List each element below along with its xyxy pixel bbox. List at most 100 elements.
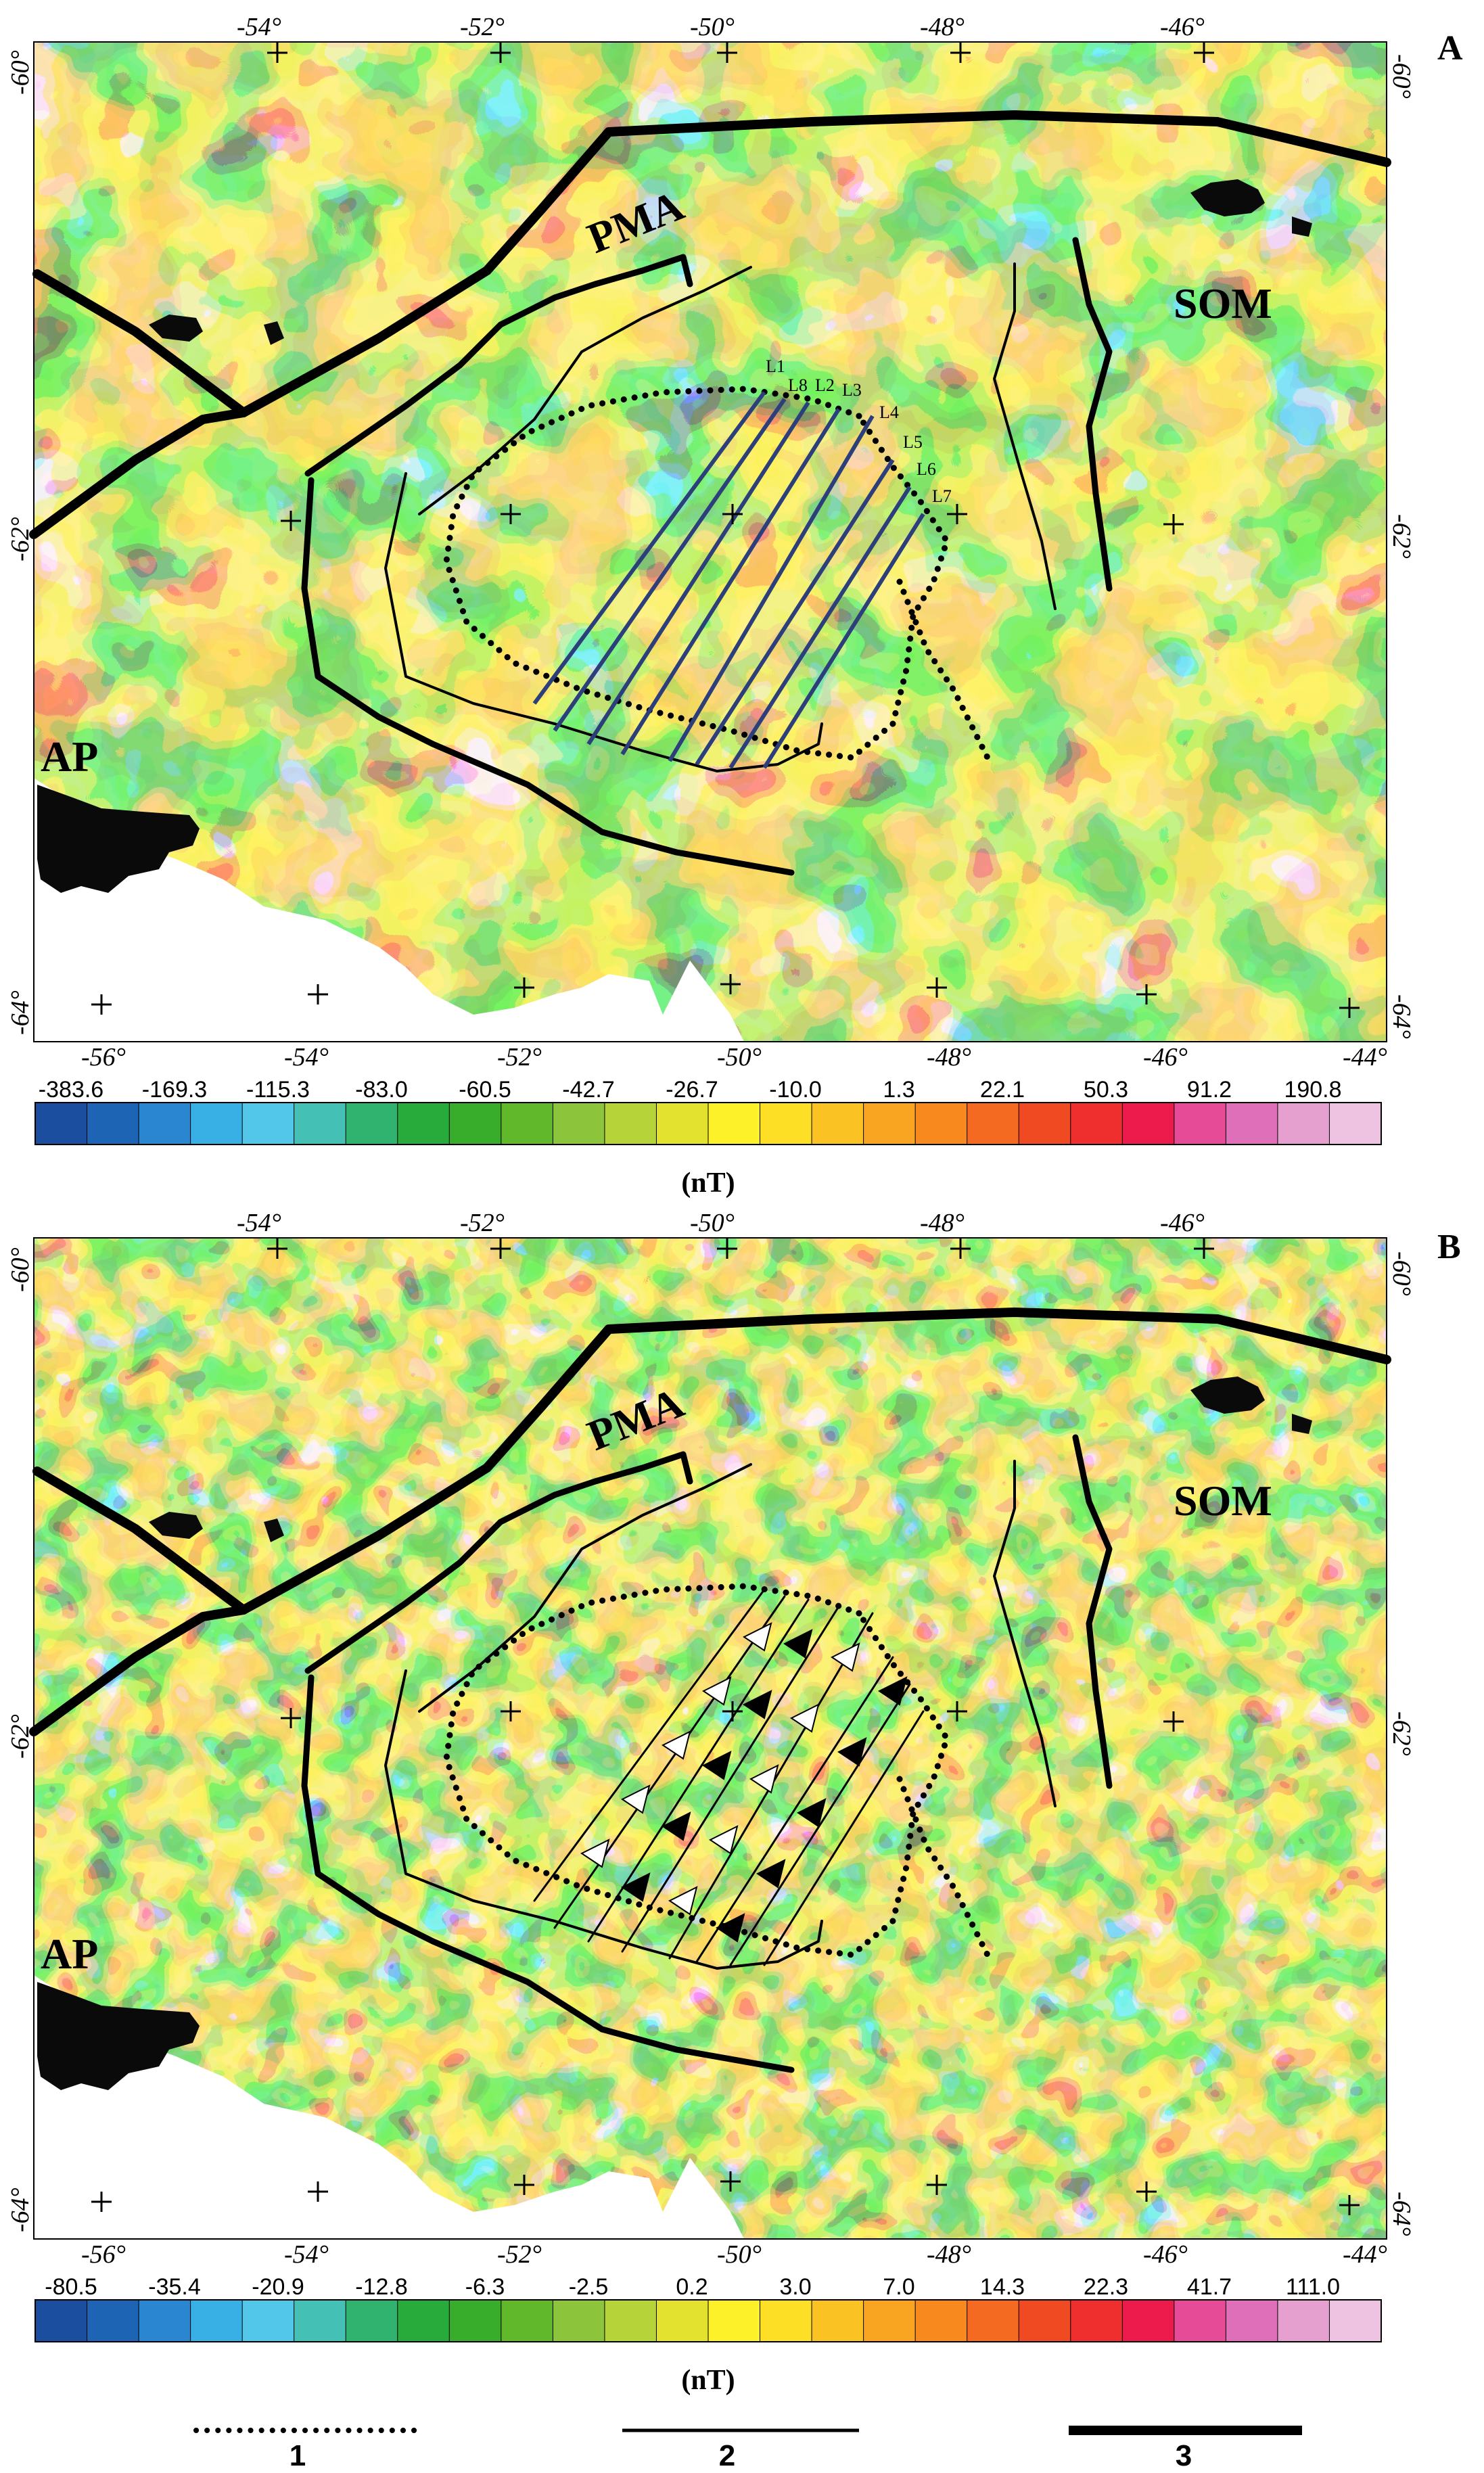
- land-nw-b: [149, 1512, 284, 1542]
- panel-label-b: B: [1437, 1228, 1461, 1266]
- cbar-a-tick-4: -83.0: [355, 1077, 408, 1103]
- lat-left-b-1: -60°: [6, 1247, 34, 1292]
- label-l6: L6: [917, 459, 936, 479]
- cbar-b-tick-6: -2.5: [569, 2274, 609, 2300]
- legend-item-dotted: 1: [193, 2428, 419, 2472]
- lon-bottom-a-4: -50°: [717, 1043, 762, 1071]
- profile-line-l7: [762, 513, 925, 769]
- lon-bottom-a-6: -46°: [1143, 1043, 1188, 1071]
- cbar-b-tick-2: -35.4: [148, 2274, 201, 2300]
- profile-lines-a: [532, 391, 925, 769]
- lon-bottom-a-5: -48°: [927, 1043, 971, 1071]
- profile-markers-b: [580, 1622, 908, 1943]
- profile-line-labels-a: L1 L8 L2 L3 L4 L5 L6 L7: [766, 356, 952, 506]
- colorbar-cell: [760, 2299, 813, 2342]
- colorbar-cell: [241, 1102, 295, 1145]
- cbar-b-tick-5: -6.3: [465, 2274, 505, 2300]
- land-ne-b: [1190, 1377, 1312, 1434]
- cbar-a-tick-6: -42.7: [562, 1077, 615, 1103]
- thin-boundary-inner-b: [418, 1463, 752, 1713]
- land-ap-a: [37, 785, 200, 893]
- lon-bottom-b-5: -48°: [927, 2240, 971, 2269]
- lon-bottom-b-1: -56°: [81, 2240, 126, 2269]
- lat-left-b-2: -62°: [6, 1714, 34, 1759]
- lon-top-b-2: -52°: [460, 1209, 505, 1237]
- colorbar-cell: [1018, 1102, 1071, 1145]
- colorbar-a: -383.6 -169.3 -115.3 -83.0 -60.5 -42.7 -…: [34, 1077, 1383, 1199]
- lon-bottom-b-6: -46°: [1143, 2240, 1188, 2269]
- colorbar-cell: [448, 1102, 502, 1145]
- label-l2: L2: [815, 375, 835, 395]
- cbar-a-tick-11: 50.3: [1084, 1077, 1128, 1103]
- colorbar-cell: [967, 1102, 1020, 1145]
- axis-labels-b: -54° -52° -50° -48° -46° -56° -54° -52° …: [6, 1209, 1416, 2269]
- region-som-b: SOM: [1174, 1477, 1272, 1525]
- lon-top-b-5: -46°: [1160, 1209, 1205, 1237]
- cbar-b-tick-12: 41.7: [1187, 2274, 1232, 2300]
- structures-b: [29, 1308, 1391, 2073]
- land-nw-a: [149, 315, 284, 345]
- colorbar-cell: [760, 1102, 813, 1145]
- east-fault-1-a: [993, 262, 1057, 610]
- colorbar-cell: [967, 2299, 1020, 2342]
- panel-label-a: A: [1437, 29, 1463, 68]
- colorbar-cell: [811, 1102, 864, 1145]
- dotted-tail-a: [896, 578, 991, 761]
- colorbar-cell: [397, 2299, 450, 2342]
- map-b-frame: [33, 1237, 1387, 2240]
- colorbar-cell: [34, 1102, 88, 1145]
- cbar-a-tick-13: 190.8: [1284, 1077, 1341, 1103]
- cbar-a-tick-10: 22.1: [980, 1077, 1025, 1103]
- colorbar-cell: [34, 2299, 88, 2342]
- label-l5: L5: [903, 432, 923, 452]
- colorbar-cell: [708, 2299, 761, 2342]
- cbar-a-tick-7: -26.7: [666, 1077, 718, 1103]
- profile-line-l2: [586, 401, 810, 745]
- colorbar-cell: [552, 1102, 605, 1145]
- cbar-a-tick-3: -115.3: [246, 1077, 310, 1103]
- colorbar-cell: [811, 2299, 864, 2342]
- colorbar-cell: [138, 1102, 191, 1145]
- profile-line-l6: [728, 486, 912, 769]
- cbar-a-tick-8: -10.0: [769, 1077, 822, 1103]
- label-l3: L3: [842, 380, 862, 400]
- major-fault-b: [32, 1308, 1391, 1615]
- lon-bottom-a-3: -52°: [497, 1043, 542, 1071]
- colorbar-cell: [708, 1102, 761, 1145]
- graticule-crosses-b: [91, 1239, 1360, 2215]
- lon-bottom-b-3: -52°: [497, 2240, 542, 2269]
- colorbar-b-frame: [34, 2299, 1382, 2342]
- colorbar-cell: [1225, 2299, 1278, 2342]
- region-som-a: SOM: [1174, 279, 1272, 327]
- east-fault-2-b: [1072, 1434, 1113, 1789]
- major-fault-sw-b: [29, 1605, 248, 1736]
- axis-labels-a: -54° -52° -50° -48° -46° -56° -54° -52° …: [6, 13, 1416, 1071]
- lon-bottom-a-7: -44°: [1343, 1043, 1387, 1071]
- cbar-b-tick-1: -80.5: [45, 2274, 97, 2300]
- colorbar-cell: [87, 2299, 140, 2342]
- lon-top-a-1: -54°: [237, 13, 281, 41]
- colorbar-cell: [241, 2299, 295, 2342]
- colorbar-cell: [1174, 2299, 1227, 2342]
- ellipse-dotted-b: [443, 1583, 950, 1958]
- colorbar-cell: [863, 1102, 917, 1145]
- colorbar-b: -80.5 -35.4 -20.9 -12.8 -6.3 -2.5 0.2 3.…: [34, 2274, 1383, 2396]
- legend-number-1: 1: [289, 2439, 306, 2472]
- dotted-tail-b: [896, 1776, 991, 1958]
- cbar-b-tick-13: 111.0: [1286, 2274, 1340, 2300]
- cbar-b-tick-3: -20.9: [252, 2274, 304, 2300]
- colorbar-a-frame: [34, 1102, 1382, 1145]
- region-ap-b: AP: [41, 1930, 98, 1978]
- lat-right-b-2: -62°: [1387, 1711, 1416, 1756]
- lon-bottom-b-2: -54°: [284, 2240, 329, 2269]
- no-data-area-b: [34, 1975, 744, 2239]
- colorbar-cell: [1328, 1102, 1383, 1145]
- east-fault-1-b: [993, 1460, 1057, 1807]
- major-fault-sw-a: [29, 408, 248, 539]
- region-ap-a: AP: [41, 733, 98, 781]
- land-ne-a: [1190, 179, 1312, 237]
- cbar-b-tick-7: 0.2: [676, 2274, 708, 2300]
- minor-fault-a: [304, 254, 693, 477]
- lat-right-a-2: -62°: [1387, 514, 1416, 559]
- colorbar-cell: [1225, 1102, 1278, 1145]
